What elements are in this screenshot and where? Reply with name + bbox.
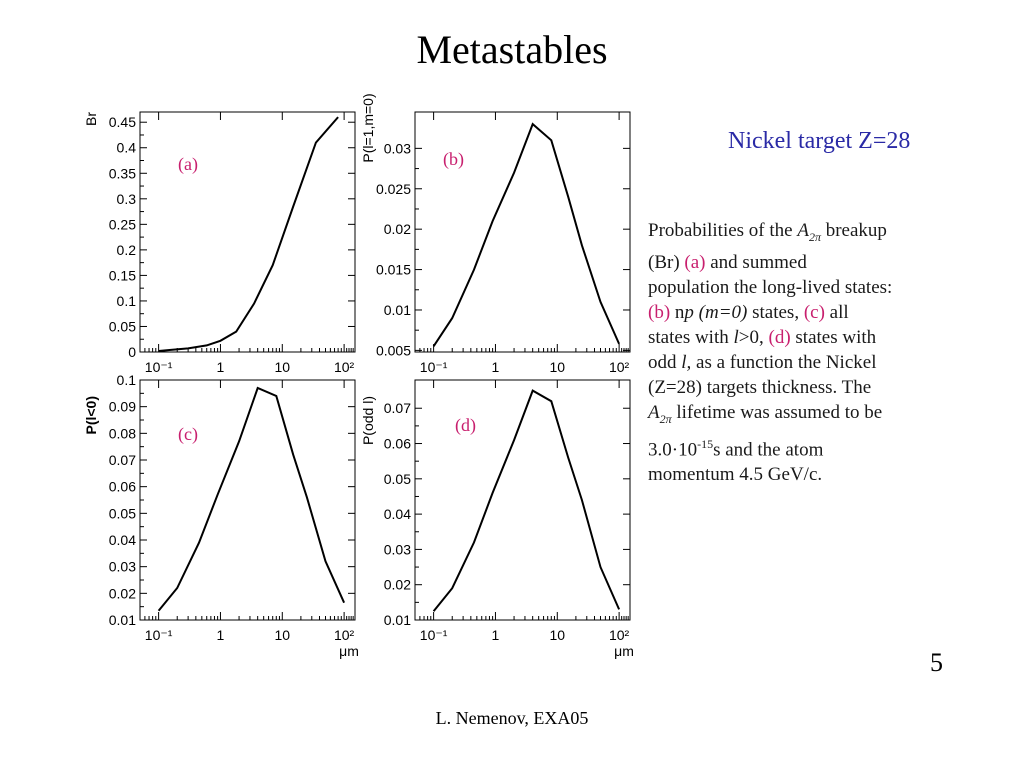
desc-line-9: 3.0·10-15s and the atom: [648, 436, 824, 460]
x-tick-label: 1: [492, 627, 500, 643]
series-line: [158, 116, 339, 352]
y-tick-label: 0.3: [117, 191, 137, 207]
panel-label: (b): [443, 149, 464, 170]
y-tick-label: 0: [128, 344, 136, 360]
y-tick-label: 0.04: [384, 506, 411, 522]
x-tick-label: 10: [274, 627, 290, 643]
y-tick-label: 0.05: [109, 318, 136, 334]
y-tick-label: 0.06: [109, 479, 136, 495]
x-tick-label: 1: [217, 359, 225, 375]
y-axis-label: Br: [83, 112, 99, 126]
panel-label: (d): [455, 415, 476, 436]
desc-line-7: (Z=28) targets thickness. The: [648, 376, 872, 398]
y-tick-label: 0.01: [384, 612, 411, 628]
y-axis-label: P(l=1,m=0): [360, 93, 376, 162]
chart-panel-4: 0.01 0.02 0.03 0.04 0.05 0.06 0.07 10⁻¹ 1 10 10² P(…: [360, 379, 634, 659]
plot-frame: [414, 379, 631, 621]
x-tick-label: 10: [549, 359, 565, 375]
y-tick-label: 0.08: [109, 425, 136, 441]
desc-line-4: (b) np (m=0) states, (c) all: [648, 301, 849, 323]
y-tick-label: 0.07: [384, 400, 411, 416]
y-tick-label: 0.1: [117, 293, 137, 309]
y-axis-label: P(odd l): [360, 396, 376, 445]
y-tick-label: 0.4: [117, 140, 137, 156]
x-tick-label: 10²: [334, 359, 355, 375]
x-tick-label: 1: [492, 359, 500, 375]
panel-label: (a): [178, 154, 198, 175]
panel-label: (c): [178, 424, 198, 445]
desc-line-8: A2π lifetime was assumed to be: [648, 401, 883, 426]
desc-line-2: (Br) (a) and summed: [648, 251, 807, 273]
y-tick-label: 0.02: [384, 221, 411, 237]
y-tick-label: 0.02: [384, 577, 411, 593]
y-tick-label: 0.07: [109, 452, 136, 468]
x-axis-label: μm: [339, 643, 359, 659]
desc-line-10: momentum 4.5 GeV/c.: [648, 463, 823, 485]
slide-title: Metastables: [416, 27, 608, 72]
y-tick-label: 0.25: [109, 216, 136, 232]
plot-frame: [139, 111, 356, 353]
y-axis-label: P(l<0): [83, 396, 99, 435]
chart-panel-3: 0.01 0.02 0.03 0.04 0.05 0.06 0.07 0.08 0.09 0.1 1…: [83, 372, 359, 659]
x-tick-label: 10²: [334, 627, 355, 643]
description-text: Probabilities of the A2π breakup (Br) (a…: [648, 218, 958, 487]
x-tick-label: 10²: [609, 359, 630, 375]
y-tick-label: 0.015: [376, 262, 411, 278]
y-tick-label: 0.05: [109, 505, 136, 521]
y-tick-label: 0.06: [384, 436, 411, 452]
y-tick-label: 0.01: [109, 612, 136, 628]
x-tick-label: 10⁻¹: [420, 627, 448, 643]
y-tick-label: 0.2: [117, 242, 137, 258]
desc-line-5: states with l>0, (d) states with: [648, 326, 877, 348]
x-tick-label: 1: [217, 627, 225, 643]
y-tick-label: 0.15: [109, 267, 136, 283]
desc-line-1: Probabilities of the A2π breakup: [648, 220, 887, 244]
target-heading: Nickel target Z=28: [728, 128, 911, 154]
y-tick-label: 0.1: [117, 372, 137, 388]
desc-line-6: odd l, as a function the Nickel: [648, 351, 877, 373]
y-tick-label: 0.09: [109, 399, 136, 415]
series-line: [432, 389, 621, 612]
page-number: 5: [930, 648, 943, 677]
chart-panel-1: 0 0.05 0.1 0.15 0.2 0.25 0.3 0.35 0.4 0.45 10⁻¹ 1 10…: [83, 111, 356, 375]
y-tick-label: 0.05: [384, 471, 411, 487]
y-tick-label: 0.04: [109, 532, 136, 548]
y-tick-label: 0.45: [109, 114, 136, 130]
y-tick-label: 0.03: [384, 541, 411, 557]
x-tick-label: 10⁻¹: [420, 359, 448, 375]
series-line: [157, 386, 346, 612]
footer-text: L. Nemenov, EXA05: [435, 708, 589, 728]
x-tick-label: 10: [274, 359, 290, 375]
x-tick-label: 10: [549, 627, 565, 643]
y-tick-label: 0.025: [376, 181, 411, 197]
y-tick-label: 0.005: [376, 342, 411, 358]
chart-panel-2: 0.005 0.01 0.015 0.02 0.025 0.03 10⁻¹ 1 10 10² P(l…: [360, 93, 631, 375]
y-tick-label: 0.01: [384, 302, 411, 318]
x-tick-label: 10⁻¹: [145, 627, 173, 643]
series-line: [432, 122, 621, 347]
desc-line-3: population the long-lived states:: [648, 276, 893, 298]
y-tick-label: 0.35: [109, 165, 136, 181]
x-axis-label: μm: [614, 643, 634, 659]
x-tick-label: 10⁻¹: [145, 359, 173, 375]
x-tick-label: 10²: [609, 627, 630, 643]
y-tick-label: 0.03: [384, 140, 411, 156]
y-tick-label: 0.02: [109, 585, 136, 601]
y-tick-label: 0.03: [109, 559, 136, 575]
plot-frame: [414, 111, 631, 353]
